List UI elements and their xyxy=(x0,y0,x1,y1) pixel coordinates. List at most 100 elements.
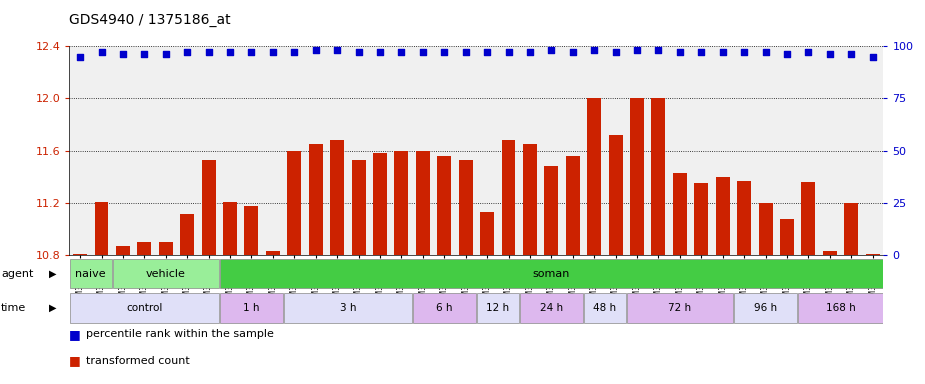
Point xyxy=(480,49,495,55)
Point xyxy=(694,49,709,55)
Point xyxy=(736,49,751,55)
Point xyxy=(780,51,795,58)
Bar xyxy=(780,219,794,255)
Text: 72 h: 72 h xyxy=(668,303,691,313)
Bar xyxy=(220,293,283,323)
Bar xyxy=(520,293,583,323)
Bar xyxy=(758,203,772,255)
Text: percentile rank within the sample: percentile rank within the sample xyxy=(86,329,274,339)
Bar xyxy=(480,212,494,255)
Bar xyxy=(284,293,412,323)
Text: ■: ■ xyxy=(69,328,81,341)
Bar xyxy=(438,156,451,255)
Point xyxy=(394,49,409,55)
Bar xyxy=(413,293,476,323)
Bar xyxy=(845,203,858,255)
Bar xyxy=(545,166,559,255)
Bar xyxy=(69,259,112,288)
Point xyxy=(179,49,194,55)
Point xyxy=(202,49,216,55)
Bar xyxy=(584,293,626,323)
Point xyxy=(352,49,366,55)
Bar xyxy=(672,173,687,255)
Bar xyxy=(94,202,108,255)
Point xyxy=(630,47,645,53)
Point xyxy=(329,47,344,53)
Bar xyxy=(798,293,883,323)
Text: vehicle: vehicle xyxy=(146,268,186,279)
Point xyxy=(544,47,559,53)
Bar xyxy=(223,202,237,255)
Bar xyxy=(627,293,733,323)
Text: naive: naive xyxy=(76,268,106,279)
Bar xyxy=(651,98,665,255)
Bar xyxy=(523,144,536,255)
Bar xyxy=(352,160,365,255)
Point xyxy=(586,47,601,53)
Text: transformed count: transformed count xyxy=(86,356,190,366)
Bar xyxy=(373,153,387,255)
Bar xyxy=(737,181,751,255)
Text: ■: ■ xyxy=(69,354,81,367)
Bar xyxy=(69,293,219,323)
Point xyxy=(822,51,837,58)
Text: ▶: ▶ xyxy=(49,303,56,313)
Text: 168 h: 168 h xyxy=(826,303,856,313)
Bar xyxy=(823,252,837,255)
Bar xyxy=(566,156,580,255)
Bar xyxy=(476,293,519,323)
Point xyxy=(458,49,473,55)
Point xyxy=(137,51,152,58)
Bar xyxy=(501,140,515,255)
Bar xyxy=(609,135,623,255)
Point xyxy=(672,49,687,55)
Bar xyxy=(416,151,430,255)
Text: 1 h: 1 h xyxy=(243,303,260,313)
Bar xyxy=(220,259,883,288)
Bar xyxy=(330,140,344,255)
Bar xyxy=(695,184,709,255)
Text: agent: agent xyxy=(1,268,33,279)
Bar xyxy=(587,98,601,255)
Bar xyxy=(630,98,644,255)
Point xyxy=(265,49,280,55)
Text: GDS4940 / 1375186_at: GDS4940 / 1375186_at xyxy=(69,13,231,27)
Bar xyxy=(116,246,130,255)
Bar xyxy=(138,242,152,255)
Point xyxy=(715,49,730,55)
Bar xyxy=(866,254,880,255)
Bar xyxy=(73,254,87,255)
Bar xyxy=(113,259,219,288)
Point xyxy=(308,47,323,53)
Bar xyxy=(180,214,194,255)
Point xyxy=(73,53,88,60)
Bar xyxy=(202,160,216,255)
Bar xyxy=(459,160,473,255)
Bar xyxy=(394,151,408,255)
Text: control: control xyxy=(126,303,163,313)
Bar xyxy=(244,206,258,255)
Point xyxy=(437,49,451,55)
Point xyxy=(844,51,858,58)
Point xyxy=(523,49,537,55)
Text: 6 h: 6 h xyxy=(436,303,452,313)
Bar xyxy=(734,293,797,323)
Text: 24 h: 24 h xyxy=(540,303,563,313)
Text: 48 h: 48 h xyxy=(593,303,616,313)
Point xyxy=(415,49,430,55)
Point xyxy=(501,49,516,55)
Point xyxy=(223,49,238,55)
Bar xyxy=(288,151,302,255)
Point xyxy=(651,47,666,53)
Point xyxy=(373,49,388,55)
Bar xyxy=(801,182,815,255)
Point xyxy=(801,49,816,55)
Point xyxy=(565,49,580,55)
Bar xyxy=(159,242,173,255)
Point xyxy=(116,51,130,58)
Point xyxy=(865,53,880,60)
Bar xyxy=(309,144,323,255)
Point xyxy=(287,49,302,55)
Text: soman: soman xyxy=(533,268,570,279)
Text: time: time xyxy=(1,303,26,313)
